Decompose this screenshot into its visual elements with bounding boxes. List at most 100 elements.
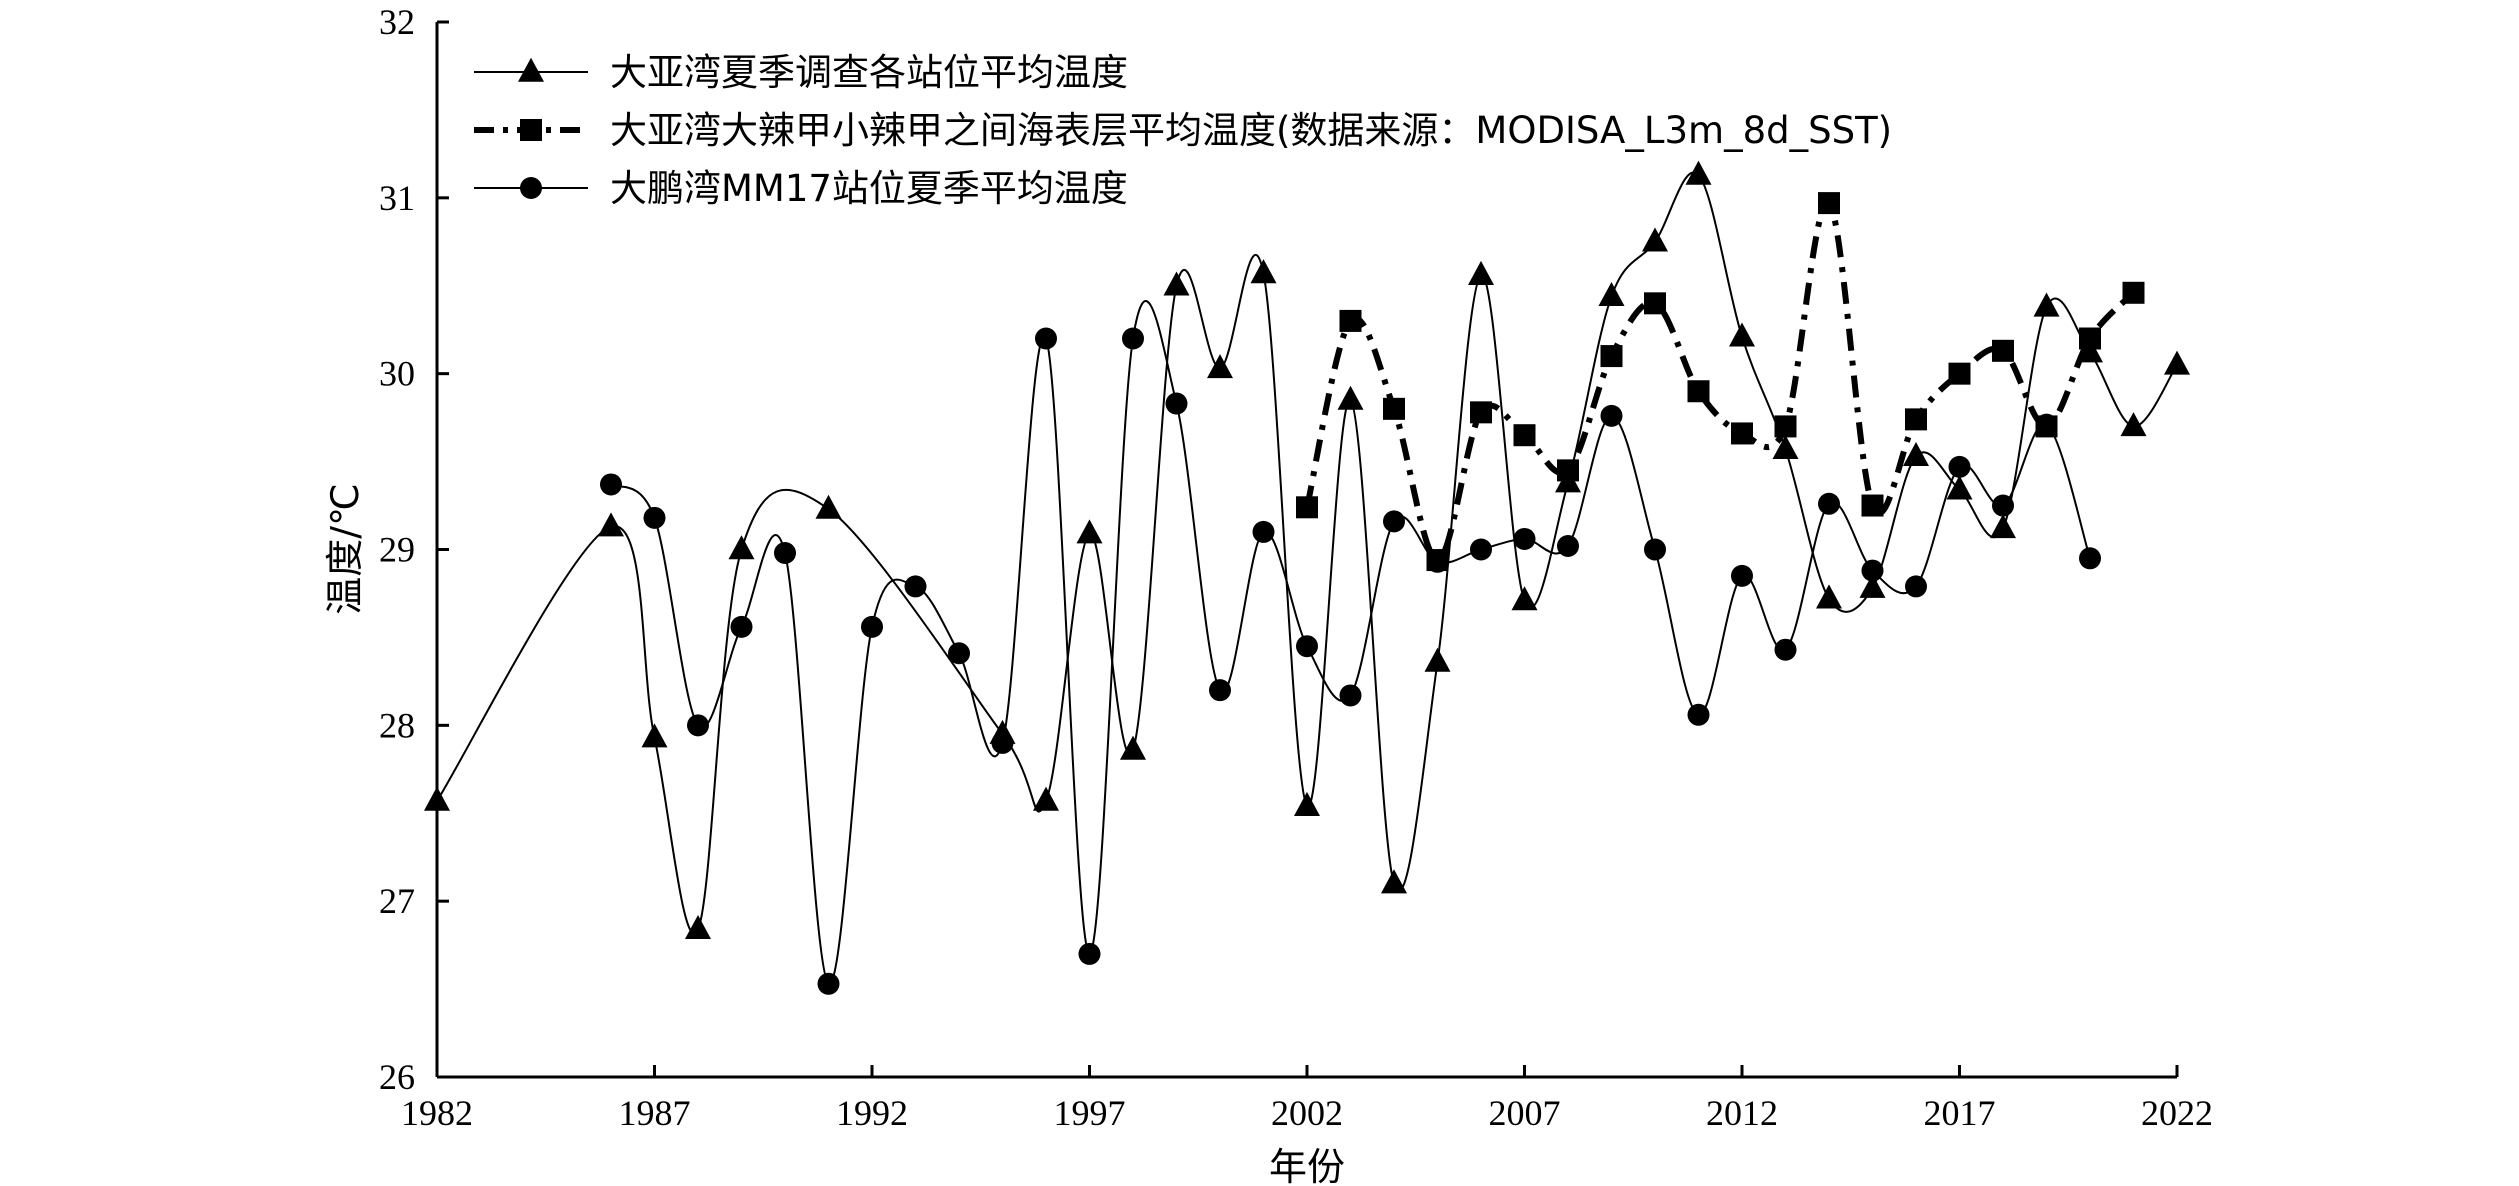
circle-marker — [1687, 703, 1710, 726]
triangle-marker — [641, 723, 668, 748]
legend-item: 大鹏湾MM17站位夏季平均温度 — [474, 167, 1128, 210]
square-marker — [1296, 496, 1318, 519]
circle-marker — [1296, 635, 1318, 658]
square-marker — [1774, 415, 1797, 438]
triangle-marker — [598, 512, 624, 537]
y-axis-title: 温度/℃ — [323, 483, 367, 614]
circle-marker — [1644, 538, 1666, 561]
square-marker — [2079, 327, 2101, 350]
x-tick-label: 2012 — [1706, 1093, 1778, 1133]
series-triangle — [424, 160, 2190, 940]
triangle-marker — [424, 786, 450, 811]
y-tick-label: 30 — [379, 354, 415, 394]
legend-triangle-marker — [518, 57, 544, 82]
triangle-marker — [1381, 869, 1407, 894]
circle-marker — [1165, 392, 1188, 415]
circle-marker — [1383, 510, 1405, 533]
circle-marker — [1122, 327, 1144, 350]
series-line — [436, 171, 2178, 935]
triangle-marker — [1468, 260, 1494, 285]
circle-marker — [730, 615, 753, 638]
legend-item: 大亚湾夏季调查各站位平均温度 — [474, 51, 1128, 94]
y-tick-label: 28 — [379, 705, 415, 745]
x-axis-title: 年份 — [1269, 1145, 1345, 1186]
x-tick-label: 2002 — [1271, 1093, 1343, 1133]
circle-marker — [1948, 455, 1971, 478]
triangle-marker — [1337, 385, 1364, 410]
square-marker — [1818, 192, 1840, 215]
y-tick-label: 32 — [379, 2, 415, 42]
circle-marker — [904, 575, 927, 598]
x-tick-label: 1997 — [1054, 1093, 1126, 1133]
y-tick-label: 31 — [379, 178, 415, 218]
triangle-marker — [815, 494, 842, 519]
circle-marker — [991, 731, 1014, 754]
triangle-marker — [1163, 271, 1190, 296]
triangle-marker — [1120, 735, 1146, 760]
x-tick-label: 2022 — [2141, 1093, 2213, 1133]
square-marker — [1644, 292, 1666, 315]
legend-label: 大亚湾大辣甲小辣甲之间海表层平均温度(数据来源：MODISA_L3m_8d_SS… — [610, 109, 1892, 152]
triangle-marker — [2164, 350, 2190, 375]
square-marker — [1470, 401, 1492, 424]
x-tick-label: 1992 — [836, 1093, 908, 1133]
circle-marker — [1339, 684, 1362, 707]
circle-marker — [1209, 679, 1231, 702]
series-circle — [600, 300, 2101, 995]
circle-marker — [948, 642, 970, 665]
square-marker — [1992, 339, 2014, 362]
triangle-marker — [728, 535, 755, 560]
circle-marker — [1992, 494, 2014, 517]
triangle-marker — [1859, 573, 1886, 598]
series — [424, 160, 2190, 995]
triangle-marker — [1076, 519, 1103, 544]
circle-marker — [817, 972, 840, 995]
triangle-marker — [1816, 584, 1842, 609]
triangle-marker — [1511, 586, 1538, 611]
circle-marker — [643, 506, 666, 529]
legend-label: 大鹏湾MM17站位夏季平均温度 — [610, 167, 1128, 210]
y-tick-label: 26 — [379, 1057, 415, 1097]
circle-marker — [1035, 327, 1057, 350]
triangle-marker — [1424, 647, 1451, 672]
square-marker — [1948, 362, 1971, 385]
square-marker — [1557, 459, 1579, 482]
triangle-marker — [1990, 514, 2016, 539]
triangle-marker — [1294, 791, 1320, 816]
x-tick-label: 1982 — [401, 1093, 473, 1133]
circle-marker — [687, 714, 709, 737]
circle-marker — [1731, 564, 1753, 587]
triangle-marker — [1685, 160, 1712, 185]
square-marker — [1687, 380, 1710, 403]
x-tick-label: 2007 — [1489, 1093, 1561, 1133]
x-tick-label: 2017 — [1924, 1093, 1996, 1133]
legend-circle-marker — [520, 177, 542, 199]
square-marker — [1905, 408, 1927, 431]
circle-marker — [2079, 547, 2101, 570]
circle-marker — [1818, 492, 1840, 515]
triangle-marker — [2033, 292, 2060, 317]
triangle-marker — [685, 915, 711, 940]
circle-marker — [1905, 575, 1927, 598]
triangle-marker — [1033, 786, 1059, 811]
triangle-marker — [1729, 322, 1755, 347]
triangle-marker — [1772, 434, 1799, 460]
circle-marker — [1078, 942, 1101, 965]
circle-marker — [1774, 638, 1797, 661]
square-marker — [1600, 345, 1623, 368]
circle-marker — [1557, 534, 1579, 557]
circle-marker — [600, 473, 622, 496]
square-marker — [1339, 309, 1362, 332]
triangle-marker — [1903, 442, 1929, 467]
square-marker — [1861, 494, 1884, 517]
circle-marker — [1426, 550, 1449, 573]
legend-item: 大亚湾大辣甲小辣甲之间海表层平均温度(数据来源：MODISA_L3m_8d_SS… — [474, 109, 1892, 152]
triangle-marker — [1946, 475, 1973, 500]
circle-marker — [1861, 559, 1884, 582]
circle-marker — [1513, 527, 1536, 550]
triangle-marker — [1250, 259, 1277, 284]
circle-marker — [1470, 538, 1492, 561]
legend-label: 大亚湾夏季调查各站位平均温度 — [610, 51, 1128, 94]
